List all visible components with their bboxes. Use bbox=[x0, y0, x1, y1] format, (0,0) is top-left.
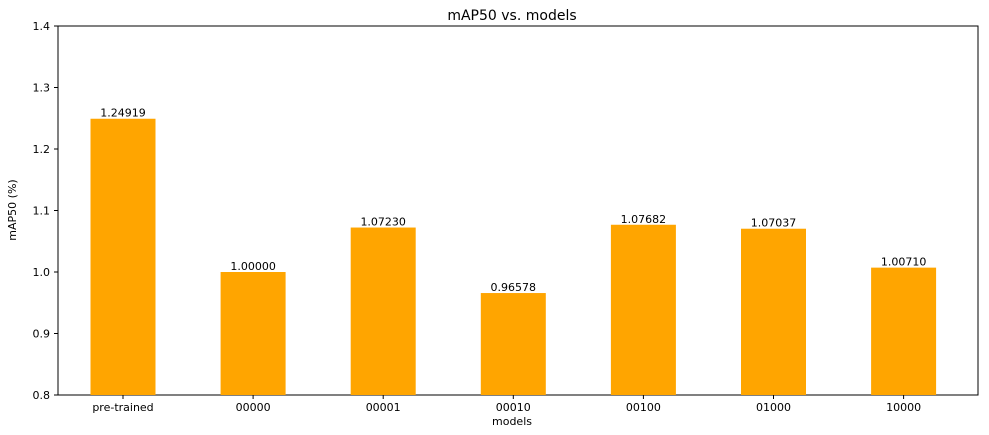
bar bbox=[220, 272, 286, 395]
bar-value-label: 1.07230 bbox=[360, 216, 406, 229]
y-tick-label: 1.3 bbox=[33, 82, 51, 95]
bar bbox=[90, 118, 156, 395]
x-tick-label: pre-trained bbox=[92, 401, 153, 414]
x-tick-label: 01000 bbox=[756, 401, 791, 414]
x-axis-label: models bbox=[492, 415, 532, 428]
bar-value-label: 1.24919 bbox=[100, 107, 146, 120]
bar-value-label: 1.00710 bbox=[881, 256, 927, 269]
x-tick-label: 00001 bbox=[366, 401, 401, 414]
bar-value-label: 1.07037 bbox=[751, 217, 797, 230]
bar-value-label: 1.07682 bbox=[621, 213, 667, 226]
y-tick-label: 1.0 bbox=[33, 266, 51, 279]
y-tick-label: 1.1 bbox=[33, 205, 51, 218]
chart-title: mAP50 vs. models bbox=[447, 8, 576, 24]
bar bbox=[350, 227, 416, 395]
bar-value-label: 0.96578 bbox=[491, 281, 537, 294]
bar bbox=[741, 228, 806, 395]
bar bbox=[610, 224, 676, 395]
y-tick-label: 0.8 bbox=[33, 389, 51, 402]
bar bbox=[480, 293, 546, 395]
plot-area: 0.8 0.9 1.0 1.1 1.2 1.3 1.4 1.24919 pre-trained 1… bbox=[33, 20, 979, 414]
y-tick-label: 0.9 bbox=[33, 328, 51, 341]
x-tick-label: 00010 bbox=[496, 401, 531, 414]
bar-value-label: 1.00000 bbox=[230, 260, 276, 273]
y-tick-label: 1.2 bbox=[33, 143, 51, 156]
y-axis-label: mAP50 (%) bbox=[6, 179, 19, 240]
x-tick-label: 10000 bbox=[886, 401, 921, 414]
x-tick-label: 00000 bbox=[236, 401, 271, 414]
x-tick-label: 00100 bbox=[626, 401, 661, 414]
bar bbox=[871, 267, 937, 395]
y-tick-label: 1.4 bbox=[33, 20, 51, 33]
